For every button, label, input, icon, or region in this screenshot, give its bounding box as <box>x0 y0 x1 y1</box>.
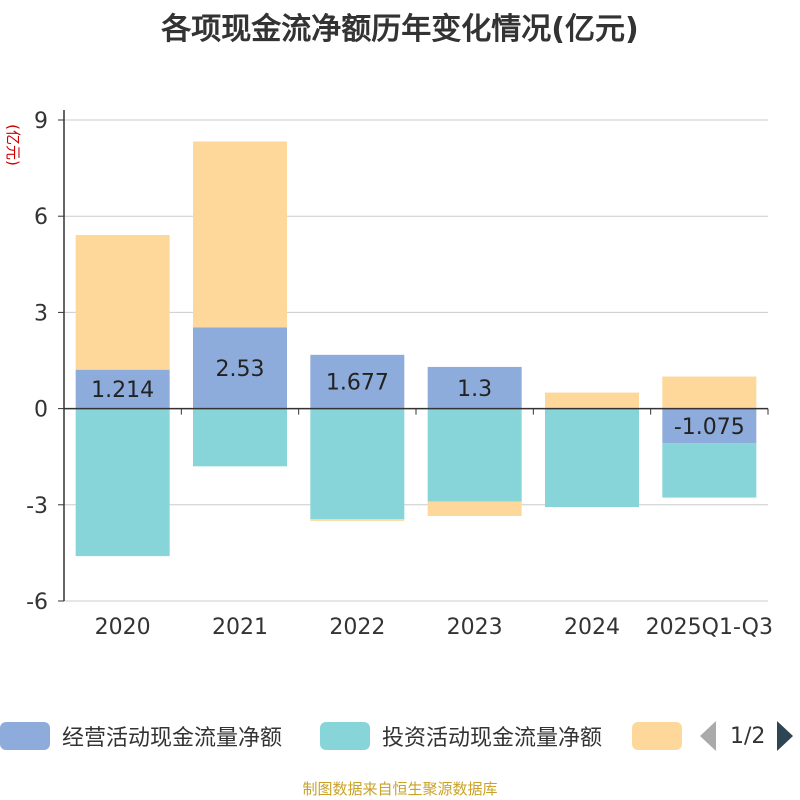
x-tick-label: 2023 <box>447 615 503 640</box>
bar-investing-2021 <box>193 408 287 467</box>
y-tick-label: 9 <box>34 109 48 134</box>
legend-item-investing[interactable]: 投资活动现金流量净额 <box>320 716 602 756</box>
legend-label: 经营活动现金流量净额 <box>62 726 283 751</box>
chart-title: 各项现金流净额历年变化情况(亿元) <box>161 12 639 47</box>
legend-swatch <box>0 722 50 750</box>
y-tick-label: -6 <box>26 590 48 615</box>
data-label-2023: 1.3 <box>457 377 492 402</box>
y-tick-label: 3 <box>34 301 48 326</box>
bar-financing-2023 <box>427 501 522 517</box>
data-label-2020: 1.214 <box>91 378 154 403</box>
y-tick-label: 0 <box>34 398 48 423</box>
bar-investing-2020 <box>75 408 170 557</box>
y-axis-label: (亿元) <box>4 124 22 166</box>
bar-financing-2024 <box>545 392 639 409</box>
bar-investing-2022 <box>310 408 405 520</box>
bar-financing-2020 <box>75 234 170 370</box>
chart-plot: 9 6 3 0 -3 -6 (亿元) 1.214 2.53 1.677 1.3 -1.075 2020 2… <box>4 109 773 640</box>
legend-next-arrow-icon[interactable] <box>777 721 794 751</box>
bar-investing-2025Q1-Q3 <box>662 443 757 498</box>
data-source-note: 制图数据来自恒生聚源数据库 <box>302 780 498 798</box>
x-tick-label: 2024 <box>564 615 620 640</box>
data-label-2022: 1.677 <box>326 371 389 396</box>
bar-investing-2023 <box>427 408 522 502</box>
legend-item-operating[interactable]: 经营活动现金流量净额 <box>0 716 282 756</box>
bar-financing-2021 <box>193 141 287 328</box>
data-label-2021: 2.53 <box>216 357 265 382</box>
bar-investing-2024 <box>545 409 639 508</box>
bar-operating-2021 <box>193 327 287 409</box>
legend-swatch <box>632 722 682 750</box>
chart-legend: 经营活动现金流量净额 投资活动现金流量净额 <box>0 716 800 756</box>
bar-financing-2022 <box>310 519 405 521</box>
bar-operating-2025Q1-Q3 <box>662 408 757 444</box>
legend-prev-arrow-icon[interactable] <box>700 721 716 751</box>
legend-swatch <box>320 722 370 750</box>
legend-label: 投资活动现金流量净额 <box>382 726 603 751</box>
legend-pager: 1/2 <box>700 716 794 756</box>
y-tick-label: 6 <box>34 205 48 230</box>
bar-operating-2023 <box>427 366 522 409</box>
data-label-2025Q1-Q3: -1.075 <box>674 415 745 440</box>
legend-page-indicator: 1/2 <box>730 723 766 749</box>
bar-financing-2025Q1-Q3 <box>662 376 757 409</box>
x-tick-label: 2022 <box>329 615 385 640</box>
legend-item-financing[interactable] <box>632 716 694 756</box>
bar-operating-2022 <box>310 354 405 409</box>
y-tick-label: -3 <box>26 494 48 519</box>
x-tick-label: 2025Q1-Q3 <box>646 615 773 640</box>
x-tick-label: 2020 <box>95 615 151 640</box>
x-tick-label: 2021 <box>212 615 268 640</box>
bar-operating-2020 <box>75 369 170 409</box>
